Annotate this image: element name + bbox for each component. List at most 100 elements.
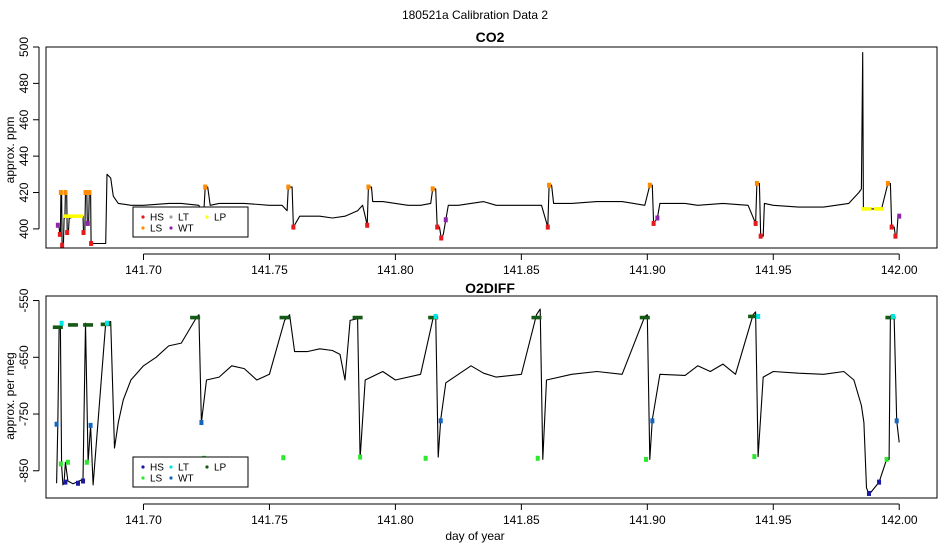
o2diff-calibration-point-ls <box>65 459 70 465</box>
co2-calibration-point-hs <box>81 230 86 236</box>
o2diff-marks <box>52 308 900 496</box>
o2diff-calibration-point-lp <box>748 314 759 319</box>
co2-y-tick-label: 420 <box>17 182 31 202</box>
o2diff-legend-swatch-ls <box>141 476 145 480</box>
o2diff-calibration-point-hs <box>866 490 871 496</box>
co2-legend-label-ls: LS <box>150 224 163 235</box>
o2diff-legend-box <box>132 456 249 488</box>
co2-panel-title: CO2 <box>476 29 505 45</box>
o2diff-calibration-point-ls <box>84 459 89 465</box>
co2-legend-swatch-lt <box>169 215 173 219</box>
o2diff-calibration-point-lp <box>83 323 94 327</box>
co2-calibration-point-hs <box>893 233 898 239</box>
co2-legend-label-lt: LT <box>178 213 189 224</box>
o2diff-calibration-point-hs <box>81 478 86 484</box>
o2diff-y-tick-label: -750 <box>17 402 31 426</box>
o2diff-x-tick-label: 141.80 <box>377 513 414 527</box>
co2-x-tick-label: 141.70 <box>125 263 162 277</box>
co2-calibration-point-ls <box>286 184 291 190</box>
co2-calibration-point-hs <box>57 231 62 237</box>
o2diff-legend-label-lt: LT <box>178 463 189 474</box>
co2-x-tick-label: 141.85 <box>503 263 540 277</box>
o2diff-calibration-point-lp <box>639 315 650 320</box>
o2diff-calibration-point-lp <box>67 323 78 327</box>
o2diff-x-axis-label: day of year <box>445 529 504 543</box>
co2-calibration-point-wt <box>655 215 660 221</box>
o2diff-calibration-point-wt <box>199 420 204 426</box>
o2diff-calibration-point-lt <box>756 313 761 319</box>
figure-title: 180521a Calibration Data 2 <box>402 8 548 22</box>
o2diff-calibration-point-lp <box>279 315 290 320</box>
co2-calibration-point-wt <box>897 213 902 219</box>
o2diff-calibration-point-ls <box>281 455 286 461</box>
o2diff-y-tick-label: -650 <box>17 345 31 369</box>
co2-x-tick-label: 141.90 <box>629 263 666 277</box>
o2diff-calibration-point-hs <box>877 479 882 485</box>
o2diff-legend-label-hs: HS <box>150 463 164 474</box>
o2diff-panel: O2DIFF approx. per meg day of year 141.7… <box>3 280 938 543</box>
o2diff-legend-label-wt: WT <box>178 474 194 485</box>
o2diff-x-tick-label: 141.85 <box>503 513 540 527</box>
o2diff-calibration-point-ls <box>358 454 363 460</box>
co2-plot-frame <box>45 46 938 249</box>
co2-calibration-point-hs <box>89 240 94 246</box>
o2diff-x-tick-label: 141.75 <box>251 513 288 527</box>
o2diff-trace-line <box>56 308 900 496</box>
co2-marks <box>55 51 902 248</box>
o2diff-calibration-point-lp <box>190 315 201 320</box>
o2diff-calibration-point-ls <box>423 455 428 461</box>
co2-calibration-point-ls <box>430 186 435 192</box>
o2diff-calibration-point-lt <box>433 313 438 319</box>
co2-y-tick-label: 400 <box>17 219 31 239</box>
co2-y-tick-label: 480 <box>17 73 31 93</box>
o2diff-calibration-point-wt <box>54 421 59 427</box>
co2-calibration-point-lp <box>861 207 872 211</box>
co2-x-tick-label: 141.95 <box>755 263 792 277</box>
o2diff-calibration-point-ls <box>535 455 540 461</box>
o2diff-axes: 141.70 141.75 141.80 141.85 141.90 141.95 142.… <box>17 288 938 527</box>
co2-calibration-point-ls <box>366 184 371 190</box>
o2diff-calibration-point-ls <box>752 454 757 460</box>
co2-calibration-point-wt <box>55 222 60 228</box>
co2-calibration-point-ls <box>83 190 88 196</box>
o2diff-calibration-point-wt <box>650 418 655 424</box>
co2-calibration-point-hs <box>889 224 894 230</box>
co2-x-tick-label: 141.80 <box>377 263 414 277</box>
o2diff-calibration-point-hs <box>63 479 68 485</box>
o2diff-y-axis-label: approx. per meg <box>3 352 17 439</box>
co2-calibration-point-hs <box>291 224 296 230</box>
co2-calibration-point-hs <box>60 242 65 248</box>
o2diff-legend-swatch-lt <box>169 465 173 469</box>
co2-legend-box <box>132 206 249 238</box>
o2diff-calibration-point-ls <box>58 461 63 467</box>
o2diff-calibration-point-ls <box>644 456 649 462</box>
co2-axes: 141.70 141.75 141.80 141.85 141.90 141.95 142.… <box>17 37 938 277</box>
o2diff-calibration-point-lp <box>52 325 63 330</box>
co2-y-axis-label: approx. ppm <box>3 117 17 184</box>
co2-legend-label-hs: HS <box>150 213 164 224</box>
o2diff-calibration-point-lp <box>531 315 542 320</box>
o2diff-y-tick-label: -850 <box>17 458 31 482</box>
o2diff-calibration-point-lt <box>104 320 109 326</box>
co2-y-tick-label: 500 <box>17 37 31 57</box>
o2diff-calibration-point-wt <box>88 422 93 428</box>
co2-legend-swatch-lp <box>205 215 209 219</box>
co2-panel: CO2 approx. ppm 141.70 141.75 141.80 141.85… <box>3 29 938 277</box>
co2-legend-swatch-wt <box>169 226 173 230</box>
co2-calibration-point-hs <box>65 230 70 236</box>
co2-calibration-point-hs <box>758 233 763 239</box>
o2diff-legend-swatch-lp <box>205 465 209 469</box>
co2-calibration-point-lp <box>62 214 73 218</box>
o2diff-legend-swatch-hs <box>141 465 145 469</box>
co2-legend-swatch-hs <box>141 215 145 219</box>
o2diff-legend-label-ls: LS <box>150 474 163 485</box>
co2-calibration-point-ls <box>203 184 208 190</box>
co2-legend-swatch-ls <box>141 226 145 230</box>
o2diff-calibration-point-ls <box>884 456 889 462</box>
co2-calibration-point-ls <box>547 182 552 188</box>
co2-y-tick-label: 440 <box>17 146 31 166</box>
o2diff-x-tick-label: 141.70 <box>125 513 162 527</box>
